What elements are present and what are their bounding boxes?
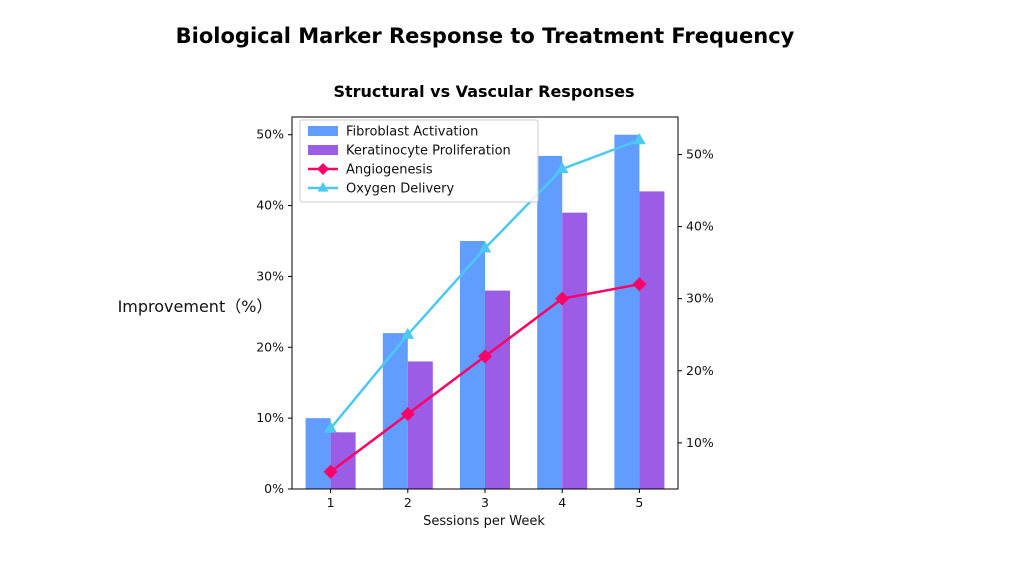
y-right-tick-label: 10% [686, 435, 714, 450]
y-right-tick-label: 30% [686, 291, 714, 306]
bar-keratinocyte-proliferation-4 [562, 212, 588, 489]
point-angiogenesis-1 [323, 464, 338, 479]
point-oxygen-delivery-2 [401, 327, 415, 339]
bar-keratinocyte-proliferation-2 [407, 361, 433, 489]
legend-label-angiogenesis: Angiogenesis [346, 163, 433, 178]
legend-label-keratinocyte-proliferation: Keratinocyte Proliferation [346, 144, 511, 159]
legend-swatch-keratinocyte-proliferation [308, 145, 338, 155]
bar-keratinocyte-proliferation-5 [639, 191, 665, 489]
point-angiogenesis-5 [632, 277, 647, 292]
legend-marker-angiogenesis [317, 163, 329, 175]
bar-fibroblast-activation-4 [537, 155, 563, 489]
bar-keratinocyte-proliferation-1 [330, 432, 356, 489]
point-angiogenesis-4 [555, 291, 570, 306]
x-tick-label: 2 [404, 495, 412, 510]
legend-marker-oxygen-delivery [317, 182, 329, 192]
y-axis-label: Improvement（%） [118, 297, 273, 316]
x-tick-label: 5 [635, 495, 643, 510]
y-left-tick-label: 50% [256, 127, 284, 142]
x-axis-label: Sessions per Week [423, 514, 545, 529]
y-left-tick-label: 20% [256, 339, 284, 354]
y-left-tick-label: 10% [256, 410, 284, 425]
y-left-tick-label: 0% [264, 481, 284, 496]
x-tick-label: 3 [481, 495, 489, 510]
point-angiogenesis-3 [478, 349, 492, 364]
point-oxygen-delivery-4 [555, 161, 569, 174]
bar-fibroblast-activation-5 [614, 134, 640, 489]
point-oxygen-delivery-5 [633, 133, 646, 145]
y-right-tick-label: 50% [686, 146, 714, 161]
plot-area: 0% 10% 20% 30% 40% 50% 10% 20% 30% 40% 50% 1 2 3 4 5 [256, 116, 714, 510]
y-left-tick-label: 30% [256, 268, 284, 283]
legend-swatch-fibroblast-activation [308, 126, 338, 136]
point-oxygen-delivery-3 [478, 241, 492, 253]
y-left-tick-label: 40% [256, 198, 284, 213]
x-tick-label: 1 [327, 495, 335, 510]
legend-label-oxygen-delivery: Oxygen Delivery [346, 182, 455, 197]
bar-keratinocyte-proliferation-3 [485, 290, 510, 489]
x-tick-label: 4 [558, 495, 566, 510]
legend-frame [299, 119, 539, 203]
y-right-tick-label: 40% [686, 219, 714, 234]
point-angiogenesis-2 [400, 407, 415, 422]
legend-label-fibroblast-activation: Fibroblast Activation [346, 125, 478, 140]
legend: Fibroblast Activation Keratinocyte Prolif… [299, 119, 539, 203]
chart-title: Biological Marker Response to Treatment … [176, 24, 795, 48]
point-oxygen-delivery-1 [324, 421, 337, 433]
chart-subtitle: Structural vs Vascular Responses [333, 82, 634, 101]
y-right-tick-label: 20% [686, 363, 714, 378]
